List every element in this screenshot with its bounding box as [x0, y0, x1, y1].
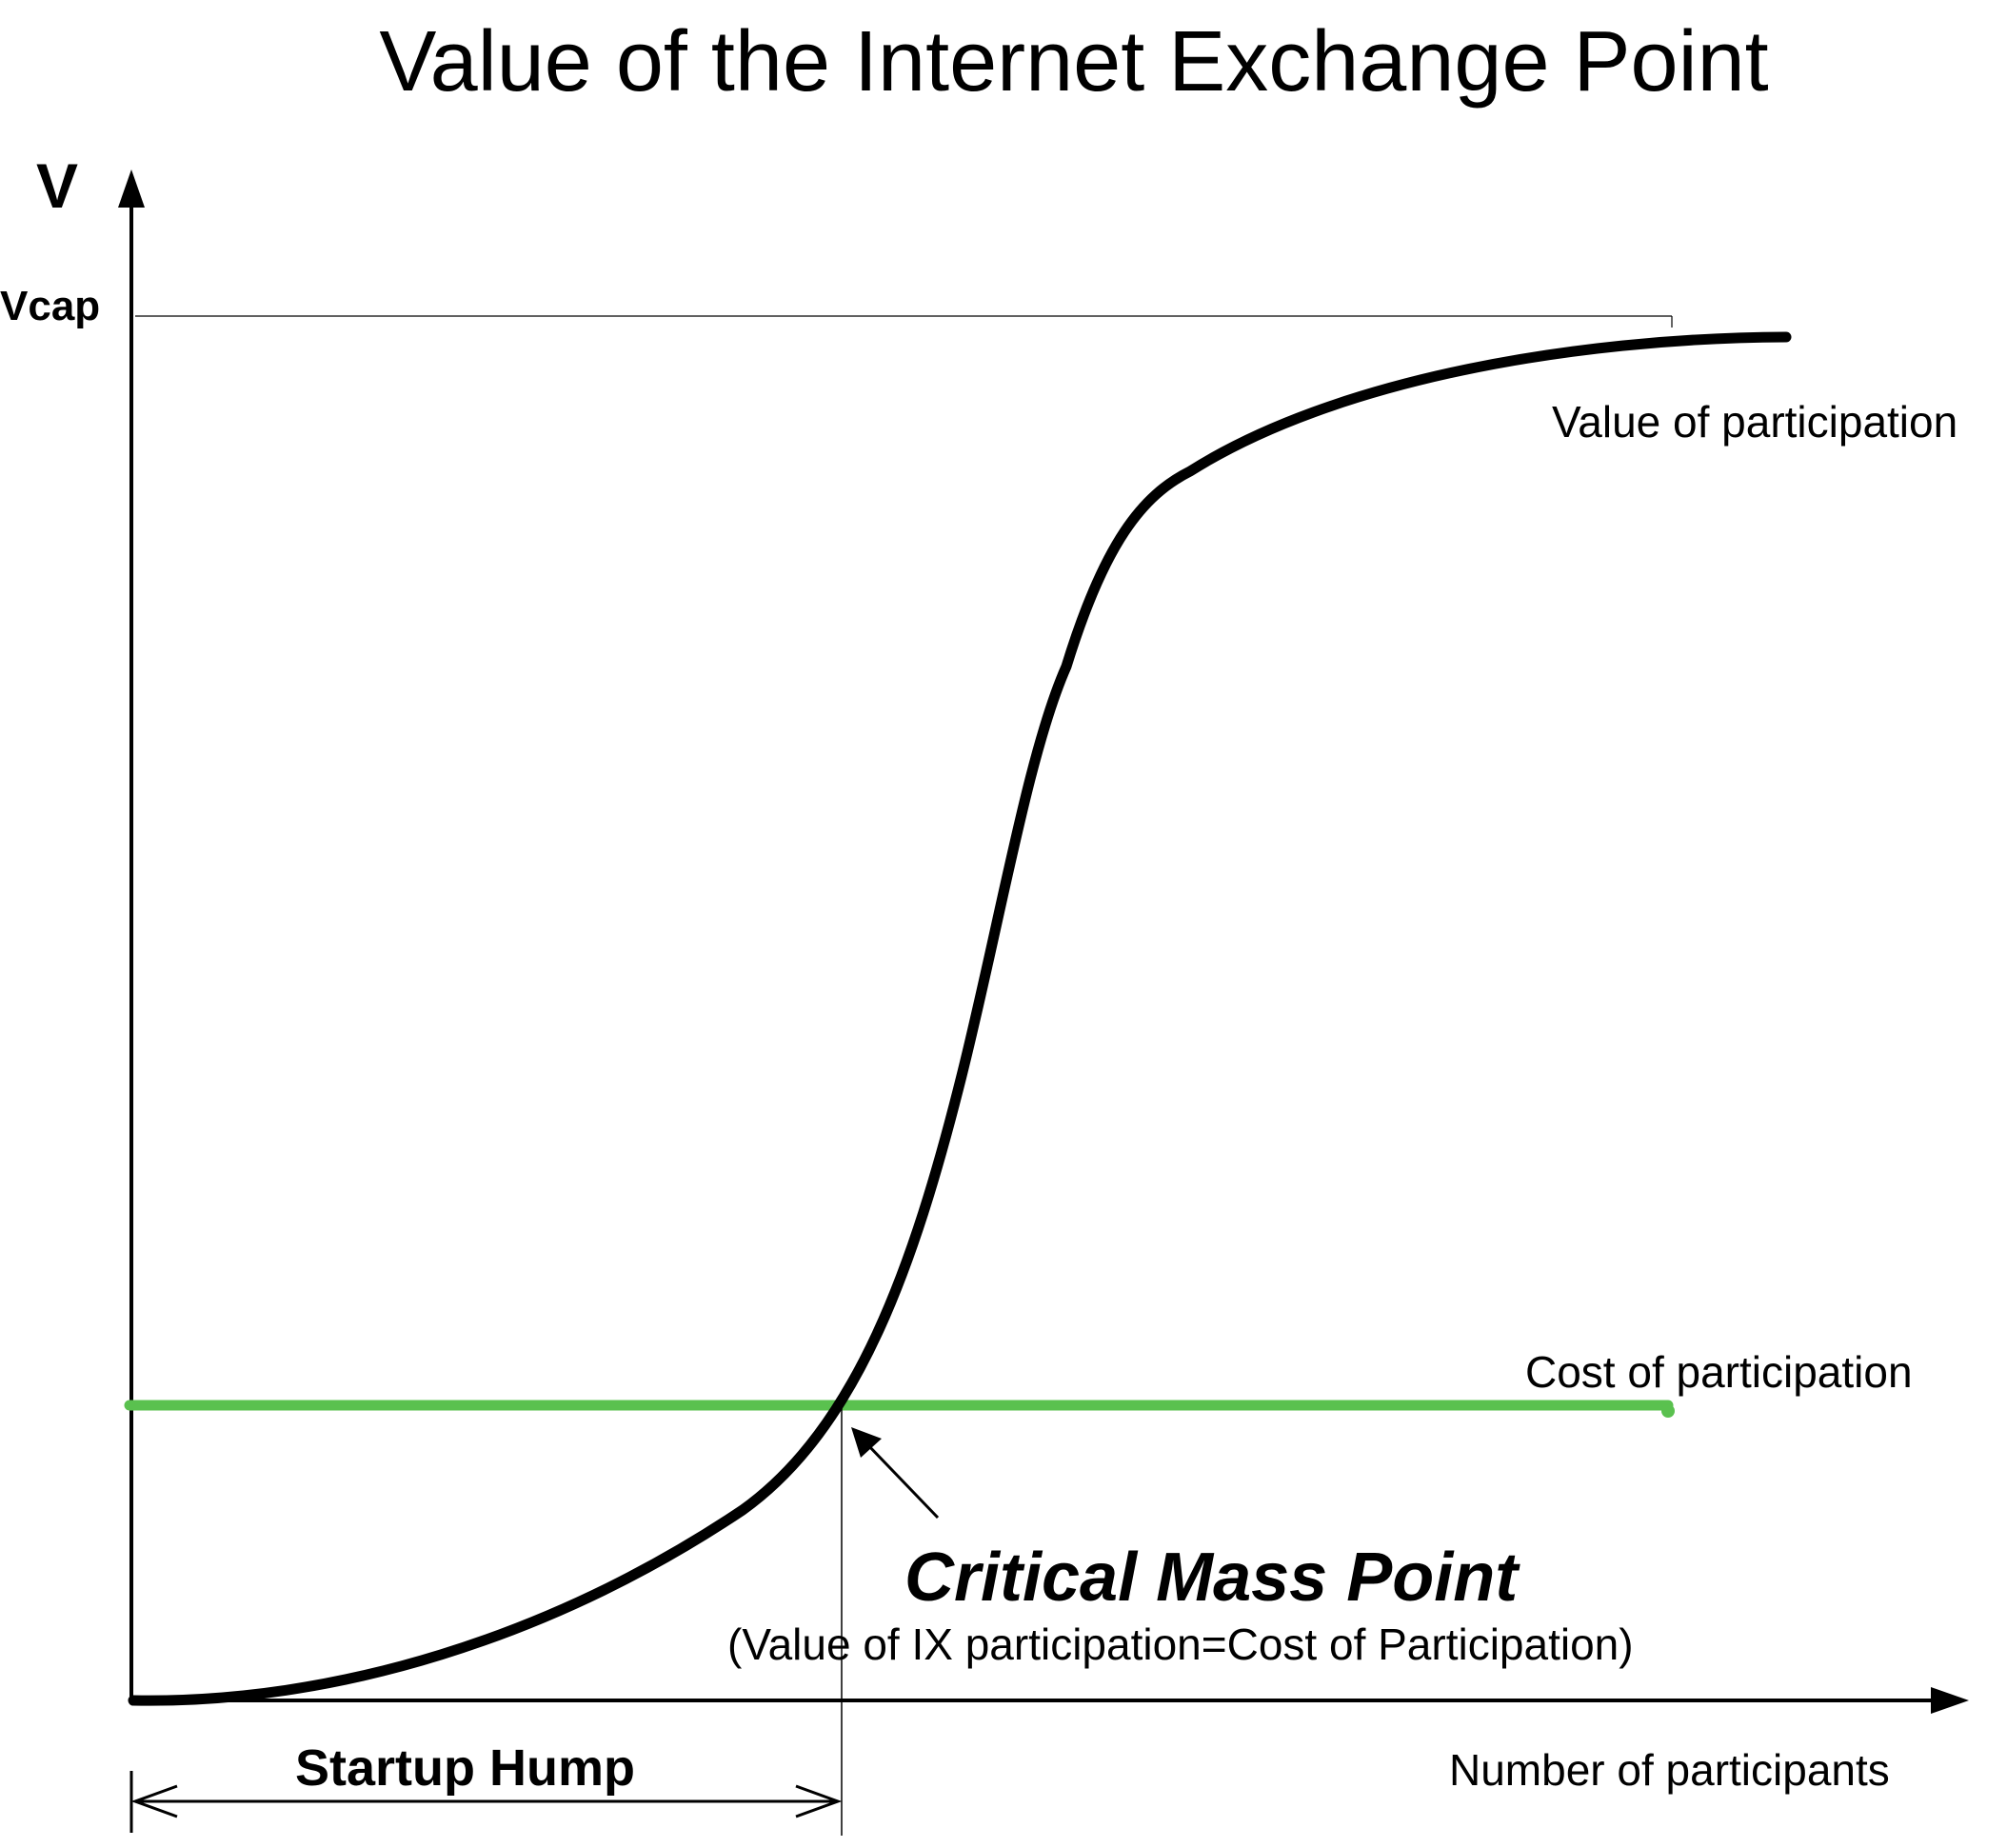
startup-hump-right-arrowhead: [795, 1784, 843, 1818]
x-axis-arrowhead: [1931, 1687, 1969, 1714]
x-axis-label: Number of participants: [1449, 1745, 1890, 1795]
startup-hump-left-arrowhead: [130, 1784, 178, 1818]
startup-hump-label: Startup Hump: [295, 1739, 635, 1797]
critical-mass-point-label: Critical Mass Point: [904, 1540, 1520, 1616]
critical-mass-arrowhead: [851, 1427, 882, 1458]
vcap-label: Vcap: [0, 283, 100, 329]
cost-of-participation-label: Cost of participation: [1525, 1347, 1913, 1397]
cost-line-end-dot: [1661, 1404, 1675, 1418]
value-of-participation-label: Value of participation: [1552, 397, 1957, 447]
diagram-title: Value of the Internet Exchange Point: [379, 14, 1768, 109]
critical-mass-arrow-shaft: [864, 1441, 940, 1520]
y-axis-arrowhead: [118, 169, 145, 208]
value-of-participation-curve: [128, 331, 1792, 1706]
critical-mass-point-subtitle: (Value of IX participation=Cost of Parti…: [727, 1619, 1634, 1669]
y-axis-label: V: [36, 150, 78, 221]
